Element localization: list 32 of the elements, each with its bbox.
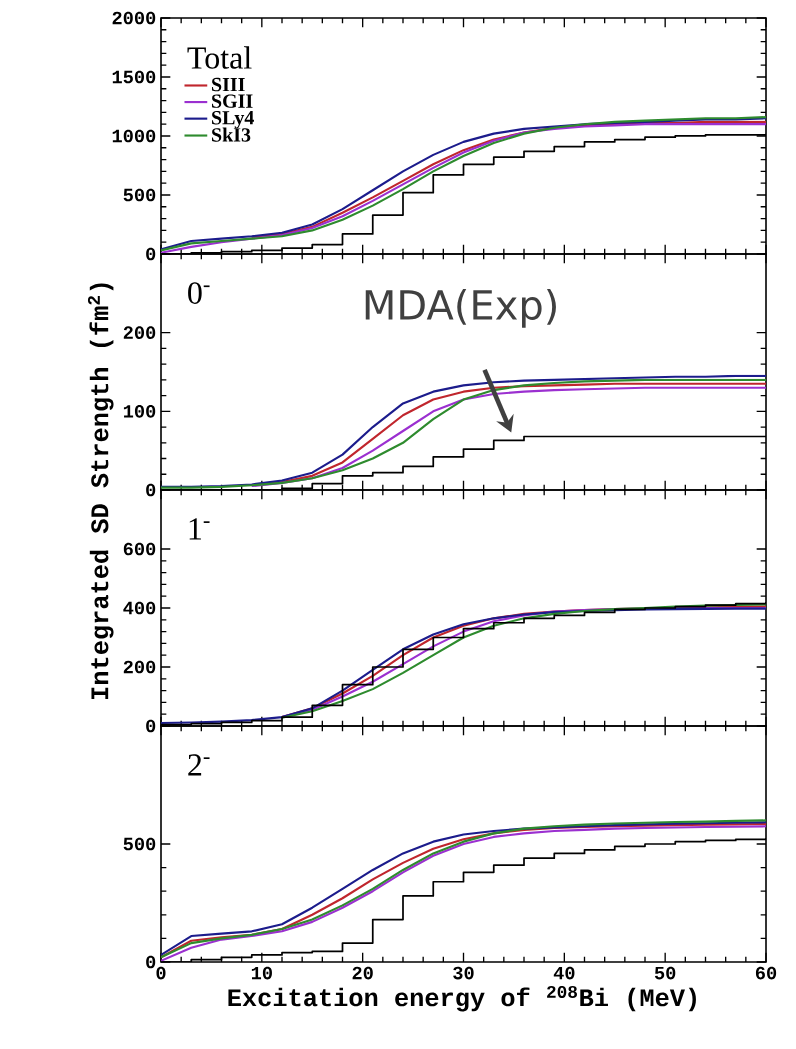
y-tick-label: 1500: [112, 70, 156, 84]
text: 2$^{-}$: [188, 754, 210, 776]
x-tick-label: 50: [654, 966, 676, 980]
y-tick-label: 200: [123, 660, 156, 674]
text: 0$^{-}$: [188, 282, 210, 304]
y-tick-label: 100: [123, 404, 156, 418]
legend-label: SIII: [212, 77, 245, 92]
text: 1$^{-}$: [189, 518, 210, 540]
x-axis-title: Excitation energy of $^{208}$Bi (MeV): [228, 985, 696, 1012]
x-tick-label: 40: [553, 966, 575, 980]
x-tick-label: 10: [251, 966, 272, 980]
legend-label: SkI3: [212, 127, 251, 142]
y-tick-label: 0: [146, 955, 156, 969]
y-tick-label: 2000: [112, 11, 156, 25]
x-tick-label: 20: [352, 966, 373, 980]
y-tick-label: 600: [123, 542, 156, 556]
legend-label: SGII: [212, 94, 253, 108]
y-tick-label: 200: [123, 326, 156, 339]
y-tick-label: 0: [146, 483, 156, 497]
text: Total: [187, 46, 252, 69]
x-tick-label: 0: [156, 966, 166, 980]
y-tick-label: 500: [123, 837, 156, 851]
y-axis-title: Integrated SD Strength (fm$^{2}$): [87, 283, 114, 699]
legend-label: SLy4: [212, 111, 254, 129]
y-tick-label: 0: [146, 247, 156, 261]
y-tick-label: 0: [146, 719, 156, 733]
y-tick-label: 1000: [112, 129, 156, 143]
y-tick-label: 500: [123, 188, 156, 202]
annotation: MDA(Exp): [365, 289, 556, 328]
x-tick-label: 30: [453, 966, 474, 980]
x-tick-label: 60: [755, 966, 777, 980]
y-tick-label: 400: [123, 601, 156, 615]
